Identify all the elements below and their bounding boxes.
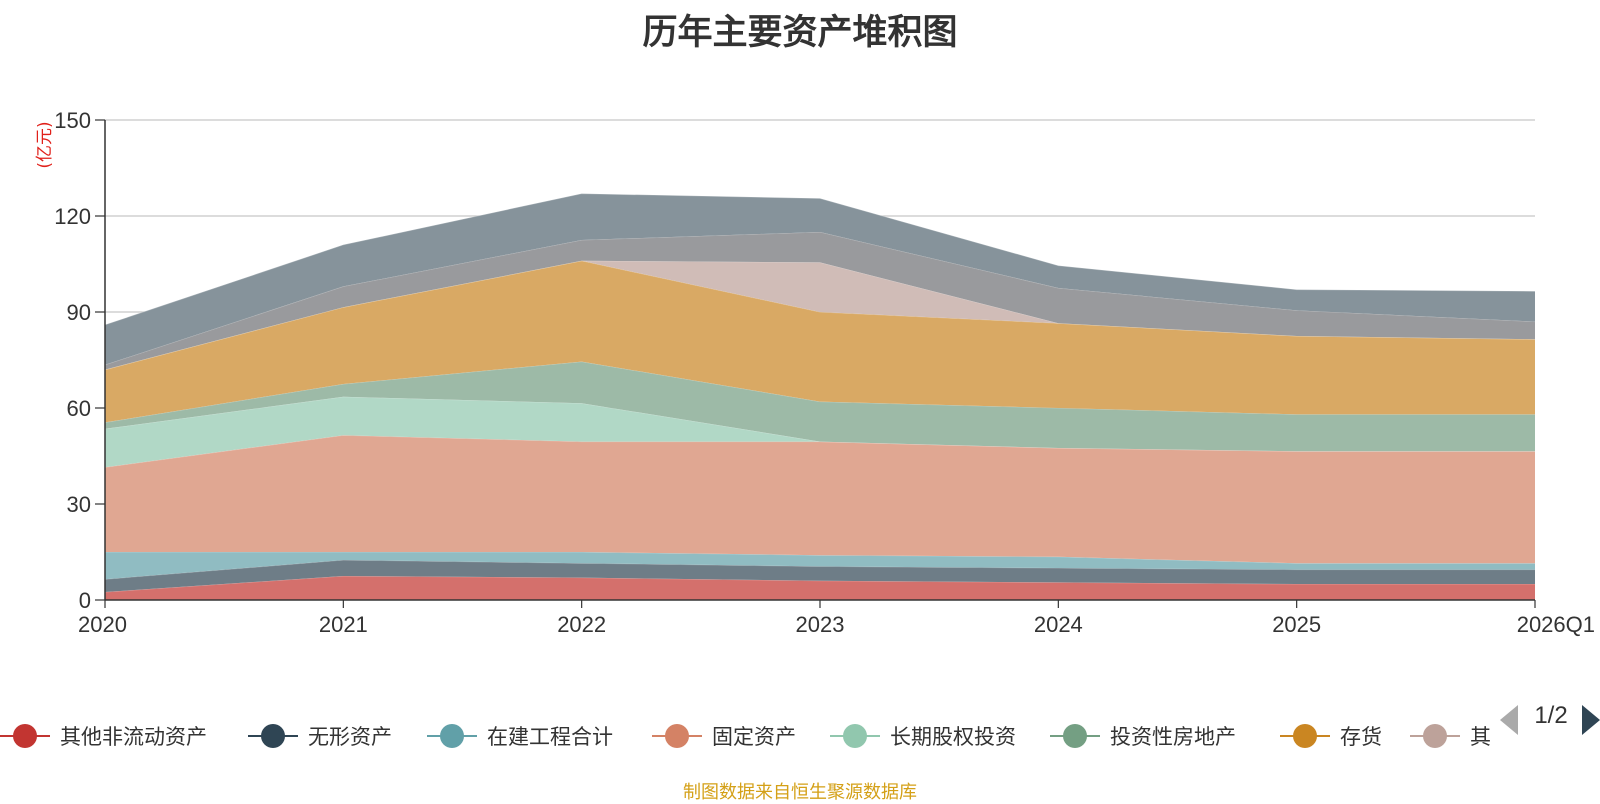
- area-series-4[interactable]: [105, 435, 1535, 564]
- legend-marker-icon: [1410, 721, 1460, 751]
- legend-marker-icon: [1050, 721, 1100, 751]
- legend-marker-icon: [427, 721, 477, 751]
- legend-label: 其: [1470, 725, 1490, 749]
- y-tick-label: 0: [79, 588, 91, 613]
- area-series-7[interactable]: [105, 260, 1535, 423]
- area-series-6[interactable]: [105, 361, 1535, 452]
- legend-item[interactable]: 其: [1410, 718, 1490, 754]
- legend-label: 投资性房地产: [1110, 725, 1236, 749]
- legend-item[interactable]: 固定资产: [652, 718, 796, 754]
- area-series-5[interactable]: [105, 396, 1535, 468]
- y-axis-unit-label: (亿元): [35, 121, 55, 168]
- legend: 其他非流动资产 无形资产 在建工程合计 固定资产 长期股权投资 投资性房地产 存货 其: [0, 718, 1490, 754]
- chart-title: 历年主要资产堆积图: [642, 13, 958, 53]
- legend-pager: 1/2: [1500, 700, 1600, 740]
- legend-marker-icon: [0, 721, 50, 751]
- x-tick-label: 2023: [796, 612, 845, 637]
- legend-item[interactable]: 存货: [1280, 718, 1382, 754]
- next-page-icon[interactable]: [1582, 705, 1600, 735]
- area-series-9[interactable]: [105, 232, 1535, 370]
- x-tick-label: 2025: [1272, 612, 1321, 637]
- area-series-2[interactable]: [105, 560, 1535, 592]
- area-series-8[interactable]: [105, 260, 1535, 370]
- previous-page-icon[interactable]: [1500, 705, 1518, 735]
- x-tick-label: 2024: [1034, 612, 1083, 637]
- legend-label: 存货: [1340, 725, 1382, 749]
- legend-item[interactable]: 无形资产: [248, 718, 392, 754]
- page-indicator: 1/2: [1534, 702, 1568, 729]
- legend-item[interactable]: 投资性房地产: [1050, 718, 1236, 754]
- legend-item[interactable]: 长期股权投资: [830, 718, 1016, 754]
- x-tick-label: 2026Q1: [1517, 612, 1595, 637]
- legend-marker-icon: [652, 721, 702, 751]
- y-tick-label: 30: [67, 492, 91, 517]
- legend-marker-icon: [1280, 721, 1330, 751]
- legend-item[interactable]: 在建工程合计: [427, 718, 613, 754]
- legend-label: 无形资产: [308, 725, 392, 749]
- axes: 0 30 60 90 120 150 2020 2021 2022 2023 2024 2025 202…: [54, 108, 1595, 637]
- area-series-edge-10: [104, 193, 1536, 326]
- area-series-10[interactable]: [105, 193, 1535, 365]
- y-tick-label: 150: [54, 108, 91, 133]
- source-note: 制图数据来自恒生聚源数据库: [683, 782, 917, 803]
- legend-label: 固定资产: [712, 725, 796, 749]
- x-tick-label: 2022: [557, 612, 606, 637]
- legend-marker-icon: [830, 721, 880, 751]
- area-series: [104, 193, 1536, 600]
- y-tick-label: 120: [54, 204, 91, 229]
- area-series-1[interactable]: [105, 576, 1535, 600]
- legend-label: 在建工程合计: [487, 725, 613, 749]
- x-tick-label: 2020: [78, 612, 127, 637]
- area-series-3[interactable]: [105, 552, 1535, 580]
- legend-marker-icon: [248, 721, 298, 751]
- x-tick-label: 2021: [319, 612, 368, 637]
- legend-label: 长期股权投资: [890, 725, 1016, 749]
- y-tick-label: 60: [67, 396, 91, 421]
- y-tick-label: 90: [67, 300, 91, 325]
- legend-label: 其他非流动资产: [60, 725, 207, 749]
- legend-item[interactable]: 其他非流动资产: [0, 718, 207, 754]
